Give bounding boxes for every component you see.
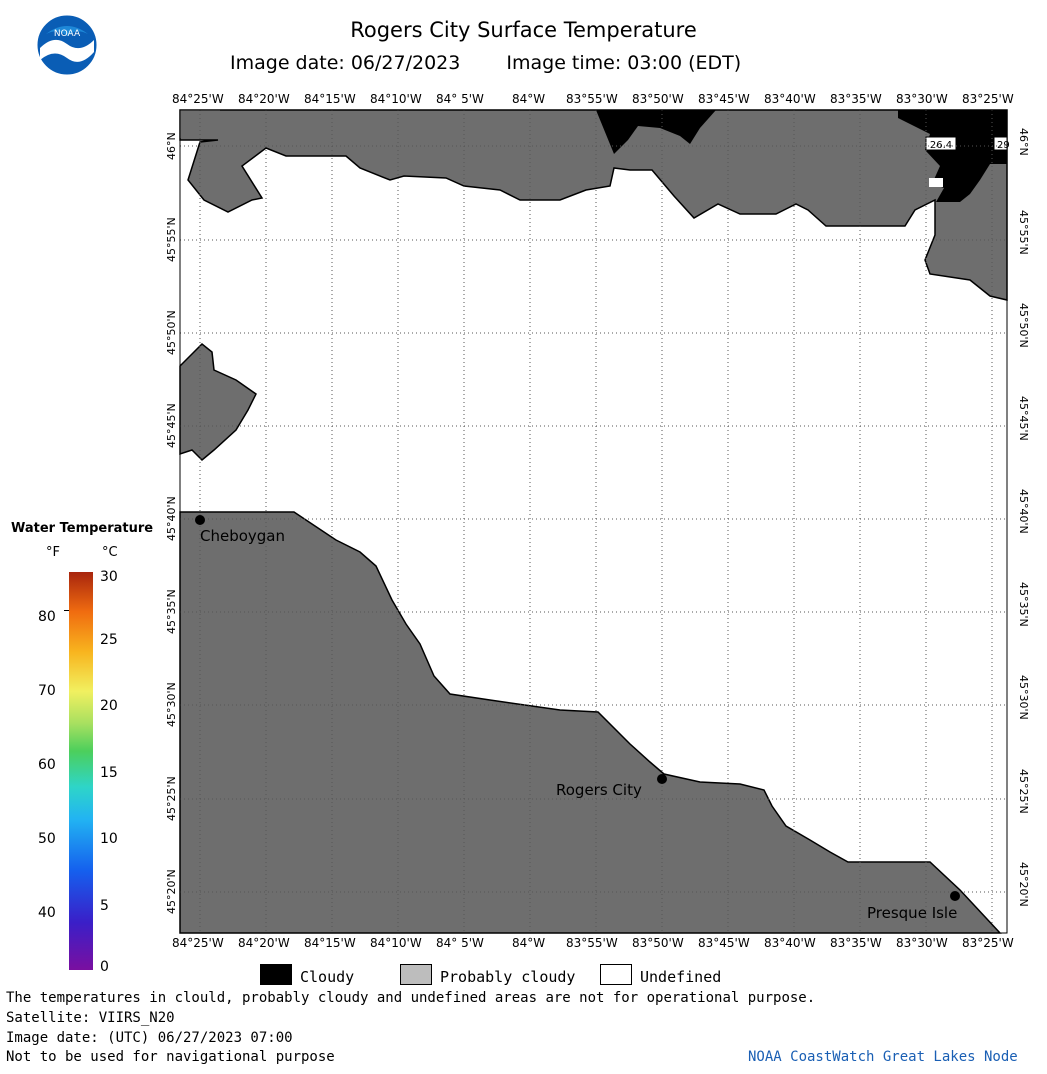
colorbar-c-label: 10 — [100, 831, 118, 847]
lat-tick-left: 45°25'N — [165, 776, 178, 821]
cloud-top-right — [898, 110, 1007, 202]
land-lower-peninsula — [179, 511, 1002, 934]
lat-tick-left: 45°50'N — [165, 310, 178, 355]
land-upper-left-strip — [180, 110, 220, 138]
lat-tick-right: 45°20'N — [1017, 862, 1030, 907]
lat-tick-right: 45°30'N — [1017, 675, 1030, 720]
city-label-presque-isle: Presque Isle — [867, 904, 958, 922]
legend-label-cloudy: Cloudy — [300, 968, 355, 986]
city-label-rogers-city: Rogers City — [556, 781, 642, 799]
lon-tick-bottom: 83°30'W — [896, 936, 948, 950]
lon-tick-bottom: 83°50'W — [632, 936, 684, 950]
lon-tick-top: 83°30'W — [896, 92, 948, 106]
colorbar-unit-c: °C — [102, 545, 118, 560]
lon-tick-bottom: 84°25'W — [172, 936, 224, 950]
satellite-text: Satellite: VIIRS_N20 — [6, 1010, 175, 1026]
land-upper-peninsula — [179, 109, 1008, 301]
lon-tick-top: 83°55'W — [566, 92, 618, 106]
lon-tick-bottom: 83°25'W — [962, 936, 1014, 950]
cloud-top-center — [596, 110, 716, 154]
page-title: Rogers City Surface Temperature — [350, 18, 697, 42]
credit-link[interactable]: NOAA CoastWatch Great Lakes Node — [748, 1049, 1018, 1065]
colorbar-f-label: 50 — [38, 831, 56, 847]
lon-tick-top: 84° 5'W — [436, 92, 484, 106]
lon-tick-top: 84°25'W — [172, 92, 224, 106]
navigation-warning: Not to be used for navigational purpose — [6, 1049, 335, 1065]
lon-tick-top: 84°10'W — [370, 92, 422, 106]
lon-tick-bottom: 83°40'W — [764, 936, 816, 950]
lon-tick-top: 84°W — [512, 92, 546, 106]
lat-tick-right: 45°55'N — [1017, 210, 1030, 255]
image-date: Image date: 06/27/2023 — [230, 52, 461, 74]
lon-tick-bottom: 84°20'W — [238, 936, 290, 950]
lon-tick-bottom: 83°35'W — [830, 936, 882, 950]
map-panel: 26.4 29 — [179, 109, 1010, 934]
cloud-readout-2: 29 — [997, 140, 1010, 151]
map-border — [179, 109, 1008, 934]
lon-tick-bottom: 84°10'W — [370, 936, 422, 950]
colorbar-unit-f: °F — [46, 545, 60, 560]
lat-tick-left: 45°30'N — [165, 682, 178, 727]
lat-tick-right: 45°40'N — [1017, 489, 1030, 534]
lon-tick-top: 83°25'W — [962, 92, 1014, 106]
legend-label-undefined: Undefined — [640, 968, 722, 986]
lon-tick-top: 83°45'W — [698, 92, 750, 106]
lon-tick-bottom: 84° 5'W — [436, 936, 484, 950]
colorbar-f-label: 70 — [38, 683, 56, 699]
lat-tick-right: 45°25'N — [1017, 769, 1030, 814]
svg-text:NOAA: NOAA — [54, 29, 81, 39]
lat-tick-left: 45°55'N — [165, 217, 178, 262]
lon-tick-bottom: 84°15'W — [304, 936, 356, 950]
temperature-colorbar — [69, 572, 93, 970]
lon-tick-top: 83°35'W — [830, 92, 882, 106]
lat-tick-left: 45°20'N — [165, 869, 178, 914]
colorbar-c-label: 0 — [100, 959, 109, 975]
colorbar-c-label: 20 — [100, 698, 118, 714]
lon-tick-top: 84°20'W — [238, 92, 290, 106]
disclaimer-text: The temperatures in clould, probably clo… — [6, 990, 816, 1006]
lat-tick-left: 45°35'N — [165, 589, 178, 634]
lat-tick-right: 45°50'N — [1017, 303, 1030, 348]
city-marker-presque-isle — [950, 891, 960, 901]
city-marker-rogers-city — [657, 774, 667, 784]
lat-tick-right: 45°35'N — [1017, 582, 1030, 627]
lat-tick-right: 46°N — [1017, 128, 1030, 156]
land-island — [179, 342, 257, 462]
lat-tick-left: 45°40'N — [165, 496, 178, 541]
colorbar-c-label: 25 — [100, 632, 118, 648]
noaa-logo-icon: NOAA — [36, 14, 98, 76]
lon-tick-top: 83°50'W — [632, 92, 684, 106]
colorbar-c-label: 15 — [100, 765, 118, 781]
lat-tick-left: 46°N — [165, 132, 178, 160]
lon-tick-top: 84°15'W — [304, 92, 356, 106]
legend-swatch-undefined — [600, 964, 632, 985]
city-label-cheboygan: Cheboygan — [200, 527, 286, 545]
lon-tick-bottom: 83°55'W — [566, 936, 618, 950]
lat-tick-left: 45°45'N — [165, 403, 178, 448]
image-date-time: Image date: 06/27/2023 Image time: 03:00… — [230, 52, 781, 74]
colorbar-f-label: 60 — [38, 757, 56, 773]
colorbar-c-label: 30 — [100, 569, 118, 585]
image-time: Image time: 03:00 (EDT) — [506, 52, 742, 74]
lon-tick-bottom: 83°45'W — [698, 936, 750, 950]
lat-tick-right: 45°45'N — [1017, 396, 1030, 441]
lon-tick-bottom: 84°W — [512, 936, 546, 950]
legend-swatch-cloudy — [260, 964, 292, 985]
colorbar-c-label: 5 — [100, 898, 109, 914]
city-marker-cheboygan — [195, 515, 205, 525]
legend-label-probably-cloudy: Probably cloudy — [440, 968, 576, 986]
colorbar-title: Water Temperature — [11, 521, 154, 536]
utc-date-text: Image date: (UTC) 06/27/2023 07:00 — [6, 1030, 293, 1046]
lon-tick-top: 83°40'W — [764, 92, 816, 106]
colorbar-f-label: 80 — [38, 609, 56, 625]
legend-swatch-probably-cloudy — [400, 964, 432, 985]
colorbar-f-label: 40 — [38, 905, 56, 921]
